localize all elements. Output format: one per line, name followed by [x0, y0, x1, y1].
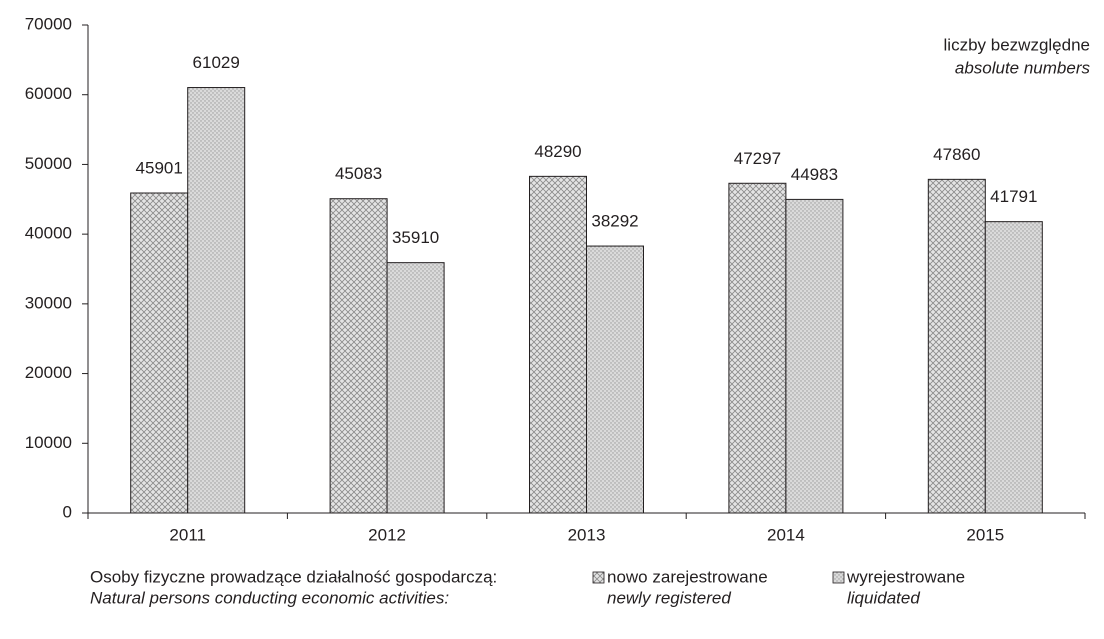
y-tick-label: 70000 — [25, 14, 72, 33]
data-label: 48290 — [534, 142, 581, 161]
data-label: 41791 — [990, 187, 1037, 206]
legend-label: wyrejestrowane — [846, 567, 965, 586]
data-label: 47860 — [933, 145, 980, 164]
bar — [386, 262, 445, 514]
y-tick-label: 60000 — [25, 84, 72, 103]
legend-swatch — [592, 571, 605, 584]
bar — [927, 178, 986, 514]
annotation: liczby bezwzględne — [944, 35, 1090, 54]
x-tick-label: 2013 — [568, 525, 606, 544]
bar — [130, 192, 189, 514]
data-label: 35910 — [392, 228, 439, 247]
legend-label: nowo zarejestrowane — [607, 567, 768, 586]
data-label: 44983 — [791, 165, 838, 184]
bar — [984, 221, 1043, 514]
bar — [187, 87, 246, 514]
legend-label-en: newly registered — [607, 588, 731, 607]
bar — [785, 198, 844, 514]
legend-title: Osoby fizyczne prowadzące działalność go… — [90, 567, 497, 586]
x-tick-label: 2015 — [966, 525, 1004, 544]
data-label: 45083 — [335, 164, 382, 183]
data-label: 38292 — [591, 212, 638, 231]
y-tick-label: 0 — [63, 502, 72, 521]
legend-title-en: Natural persons conducting economic acti… — [90, 588, 449, 607]
data-label: 61029 — [193, 53, 240, 72]
x-tick-label: 2011 — [169, 525, 206, 544]
legend-swatch — [832, 571, 845, 584]
data-label: 47297 — [734, 149, 781, 168]
bar — [586, 245, 644, 514]
y-tick-label: 30000 — [25, 293, 72, 312]
y-tick-label: 40000 — [25, 224, 72, 243]
y-tick-label: 20000 — [25, 363, 72, 382]
y-tick-label: 50000 — [25, 154, 72, 173]
x-tick-label: 2014 — [767, 525, 805, 544]
bar — [529, 175, 587, 514]
y-tick-label: 10000 — [25, 433, 72, 452]
legend-label-en: liquidated — [847, 588, 920, 607]
x-tick-label: 2012 — [368, 525, 406, 544]
bar — [329, 198, 388, 514]
data-label: 45901 — [136, 158, 183, 177]
bar — [728, 182, 787, 514]
annotation-en: absolute numbers — [955, 58, 1091, 77]
